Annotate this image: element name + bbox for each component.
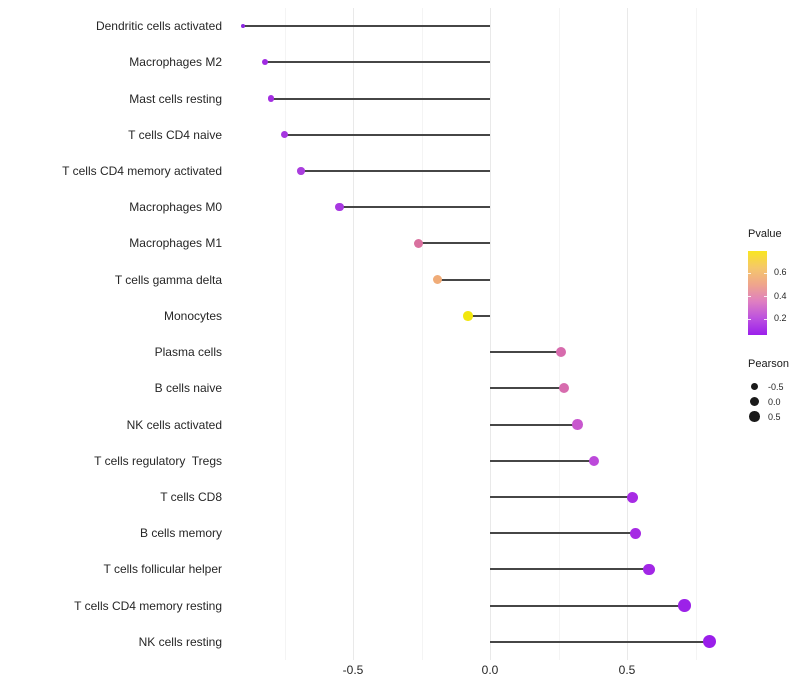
y-axis-label: Mast cells resting (129, 91, 222, 106)
pearson-legend-dot-box (748, 411, 761, 422)
pearson-legend-label: 0.5 (768, 411, 781, 422)
pearson-legend-dot (750, 397, 759, 406)
y-axis-label: T cells regulatory Tregs (94, 453, 222, 468)
x-axis-tick-label: 0.5 (618, 663, 636, 677)
lollipop-stem (490, 423, 578, 426)
lollipop-dot (558, 383, 569, 394)
pearson-legend-dot-box (748, 383, 761, 390)
lollipop-stem (437, 278, 490, 281)
lollipop-stem (284, 133, 490, 136)
lollipop-stem (490, 459, 595, 462)
x-axis-tick-label: -0.5 (342, 663, 364, 677)
lollipop-stem (490, 496, 633, 498)
pearson-legend: Pearson -0.5 0.0 0.5 (748, 358, 800, 424)
pvalue-colorbar-tick-label: 0.6 (774, 267, 787, 277)
pearson-legend-title: Pearson (748, 358, 789, 370)
lollipop-stem (490, 640, 710, 643)
colorbar-tick-mark (748, 272, 751, 274)
y-axis-label: Plasma cells (154, 345, 222, 360)
lollipop-stem (490, 604, 685, 607)
gridline-major (353, 8, 354, 660)
pearson-legend-entry: -0.5 (748, 379, 800, 394)
pvalue-colorbar-tick-label: 0.4 (774, 290, 787, 301)
lollipop-stem (339, 206, 490, 209)
lollipop-stem (490, 387, 564, 390)
pearson-legend-entries: -0.5 0.0 0.5 (748, 379, 800, 424)
gridline-major (627, 8, 628, 660)
pearson-legend-label: -0.5 (768, 381, 784, 392)
pearson-legend-dot (751, 383, 758, 390)
lollipop-dot (629, 527, 641, 539)
lollipop-stem (490, 351, 562, 354)
y-axis-label: NK cells resting (138, 634, 222, 649)
gridline-major (490, 8, 491, 660)
lollipop-stem (490, 568, 649, 571)
pearson-legend-dot (749, 411, 760, 422)
lollipop-dot (281, 131, 288, 139)
lollipop-dot (262, 59, 269, 66)
y-axis-label: T cells CD4 naive (128, 127, 222, 142)
y-axis-label: Macrophages M2 (129, 55, 222, 70)
gridline-minor (558, 8, 560, 660)
lollipop-dot (572, 419, 583, 430)
pvalue-colorbar-tick-label: 0.2 (774, 313, 787, 324)
lollipop-dot (241, 24, 246, 29)
y-axis-label: T cells CD8 (160, 490, 222, 504)
lollipop-stem (468, 314, 490, 317)
gridline-minor (695, 8, 697, 660)
y-axis-label: Macrophages M0 (129, 200, 222, 215)
y-axis-label: T cells gamma delta (114, 272, 222, 287)
y-axis-label: T cells follicular helper (103, 562, 223, 577)
gridline-minor (284, 8, 286, 660)
lollipop-stem (243, 25, 490, 28)
x-axis-tick-label: 0.0 (481, 663, 499, 677)
gridline-minor (421, 8, 423, 660)
pvalue-colorbar (748, 251, 767, 335)
pearson-legend-label: 0.0 (768, 396, 781, 407)
pearson-legend-entry: 0.0 (748, 394, 800, 409)
colorbar-tick-mark (764, 318, 767, 320)
lollipop-stem (418, 242, 490, 245)
y-axis-label: Dendritic cells activated (95, 19, 222, 34)
y-axis-label: Monocytes (163, 308, 222, 323)
lollipop-stem (265, 61, 490, 64)
lollipop-stem (490, 532, 636, 535)
colorbar-tick-mark (764, 296, 767, 298)
lollipop-dot (463, 311, 473, 321)
lollipop-dot (335, 202, 344, 212)
pearson-legend-entry: 0.5 (748, 409, 800, 424)
lollipop-stem (300, 170, 490, 172)
lollipop-dot (297, 167, 305, 175)
lollipop-dot (588, 455, 600, 467)
y-axis-label: Macrophages M1 (129, 236, 222, 251)
colorbar-tick-mark (748, 318, 751, 320)
lollipop-dot (414, 238, 424, 248)
colorbar-tick-mark (764, 272, 767, 274)
lollipop-stem (270, 97, 490, 100)
lollipop-dot (556, 347, 567, 358)
y-axis-label: B cells naive (154, 381, 222, 396)
lollipop-dot (702, 635, 716, 649)
y-axis-label: NK cells activated (126, 417, 222, 432)
colorbar-tick-mark (748, 296, 751, 298)
pvalue-legend: Pvalue 0.6 0.4 0.2 (748, 228, 800, 348)
lollipop-dot (626, 491, 638, 503)
y-axis-label: B cells memory (139, 526, 222, 541)
lollipop-dot (433, 275, 443, 285)
pearson-legend-dot-box (748, 397, 761, 406)
pvalue-legend-title: Pvalue (748, 228, 782, 240)
y-axis-label: T cells CD4 memory resting (74, 598, 222, 613)
y-axis-label: T cells CD4 memory activated (62, 164, 222, 178)
lollipop-dot (267, 95, 275, 102)
lollipop-dot (678, 599, 691, 612)
lollipop-dot (643, 563, 655, 576)
